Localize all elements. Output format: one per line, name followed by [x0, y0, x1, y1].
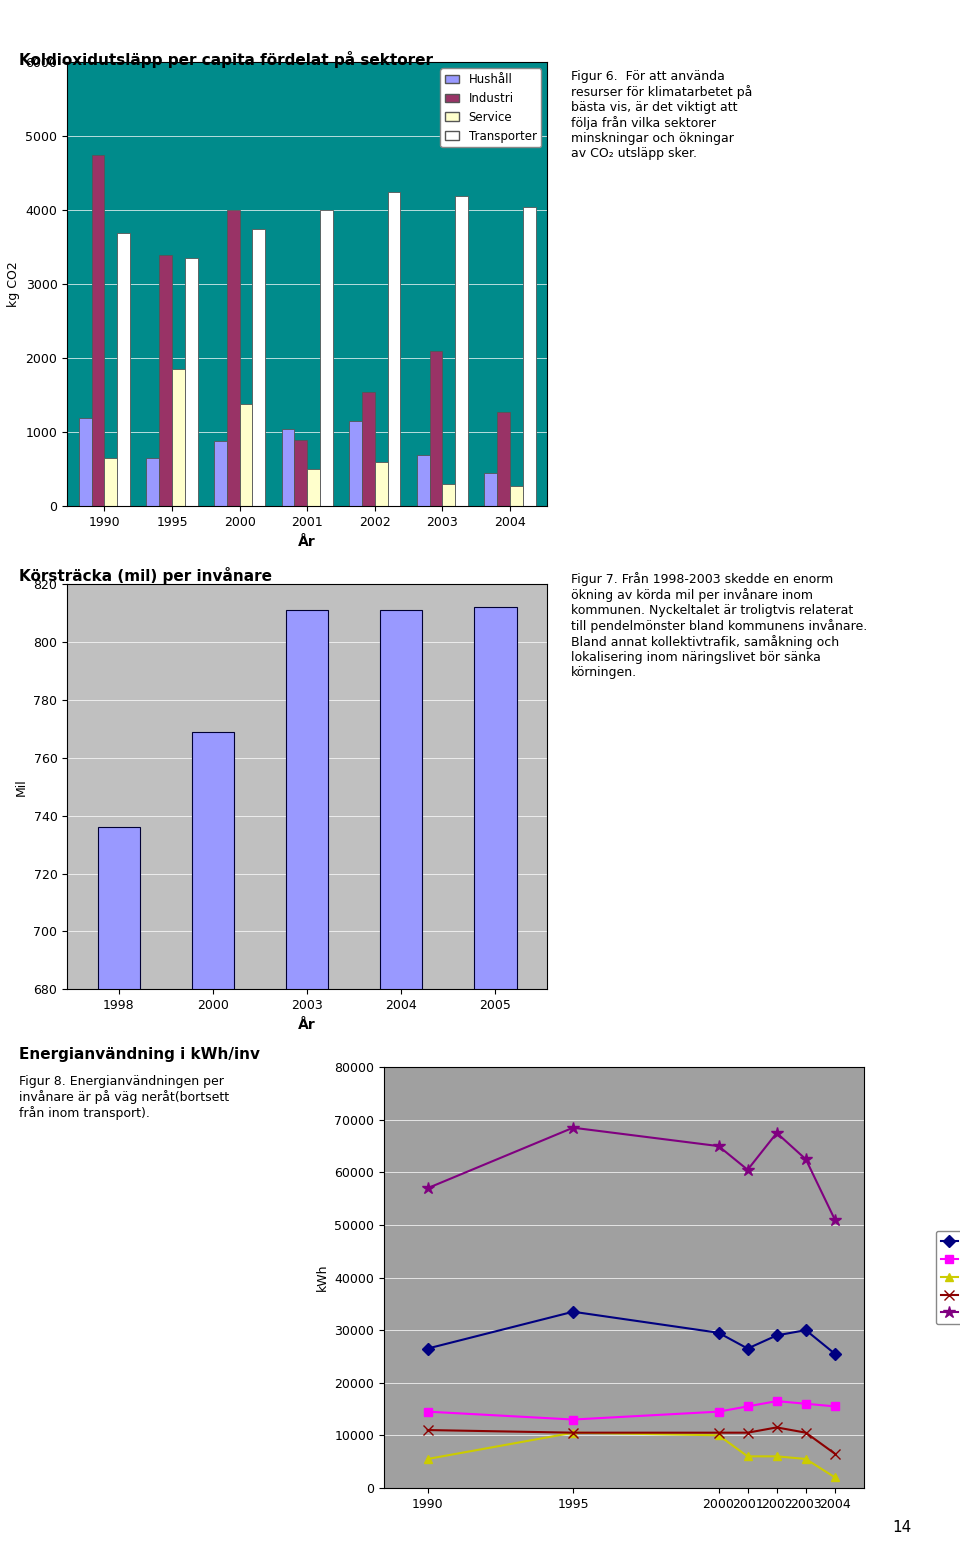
Line: Hushåll: Hushåll	[422, 1422, 840, 1458]
Industri	[421, 1340, 433, 1359]
Text: Figur 6.  För att använda
resurser för klimatarbetet på
bästa vis, är det viktig: Figur 6. För att använda resurser för kl…	[571, 70, 753, 160]
X-axis label: År: År	[299, 1017, 316, 1031]
Text: Figur 7. Från 1998-2003 skedde en enorm
ökning av körda mil per invånare inom
ko: Figur 7. Från 1998-2003 skedde en enorm …	[571, 572, 868, 679]
Bar	[474, 608, 516, 1558]
Transporter	[829, 1398, 841, 1416]
Y-axis label: kWh: kWh	[316, 1264, 328, 1292]
Transporter	[771, 1391, 782, 1410]
Bar	[146, 458, 159, 506]
Bar	[443, 485, 455, 506]
Bar	[295, 439, 307, 506]
Bar	[281, 428, 295, 506]
Bar	[374, 461, 388, 506]
Hushåll	[771, 1418, 782, 1436]
Totalt	[421, 1179, 433, 1198]
Bar	[429, 351, 443, 506]
Hushåll	[712, 1424, 724, 1443]
Service	[421, 1449, 433, 1468]
Bar	[307, 469, 320, 506]
Bar	[227, 210, 240, 506]
Text: Koldioxidutsläpp per capita fördelat på sektorer: Koldioxidutsläpp per capita fördelat på …	[19, 51, 433, 69]
Text: Figur 8. Energianvändningen per
invånare är på väg neråt(bortsett
från inom tran: Figur 8. Energianvändningen per invånare…	[19, 1075, 229, 1120]
Industri	[742, 1340, 754, 1359]
Industri	[712, 1323, 724, 1341]
Bar	[91, 154, 105, 506]
Totalt	[742, 1161, 754, 1179]
Transporter	[421, 1402, 433, 1421]
Bar	[185, 259, 198, 506]
Bar	[320, 210, 333, 506]
Totalt	[800, 1150, 811, 1168]
Service	[800, 1449, 811, 1468]
X-axis label: År: År	[299, 534, 316, 548]
Y-axis label: Mil: Mil	[15, 777, 28, 796]
Bar	[105, 458, 117, 506]
Bar	[117, 232, 130, 506]
Line: Service: Service	[423, 1429, 839, 1482]
Bar	[214, 441, 227, 506]
Transporter	[712, 1402, 724, 1421]
Bar	[388, 192, 400, 506]
Bar	[252, 229, 265, 506]
Line: Industri: Industri	[423, 1307, 839, 1359]
Transporter	[742, 1398, 754, 1416]
Legend: Hushåll, Industri, Service, Transporter: Hushåll, Industri, Service, Transporter	[441, 69, 541, 148]
Line: Totalt: Totalt	[421, 1122, 841, 1226]
Transporter	[800, 1394, 811, 1413]
Legend: Industri, Transporter, Service, Hushåll, Totalt: Industri, Transporter, Service, Hushåll,…	[936, 1231, 960, 1324]
Text: Energianvändning i kWh/inv: Energianvändning i kWh/inv	[19, 1047, 260, 1063]
Hushåll	[421, 1421, 433, 1440]
Bar	[485, 474, 497, 506]
Hushåll	[567, 1424, 579, 1443]
Totalt	[712, 1137, 724, 1156]
Bar	[192, 732, 234, 1558]
Service	[712, 1426, 724, 1444]
Bar	[240, 404, 252, 506]
Service	[742, 1447, 754, 1466]
Hushåll	[742, 1424, 754, 1443]
Bar	[362, 391, 374, 506]
Totalt	[829, 1211, 841, 1229]
Text: 14: 14	[893, 1519, 912, 1535]
Industri	[800, 1321, 811, 1340]
Bar	[523, 207, 536, 506]
Bar	[159, 254, 172, 506]
Transporter	[567, 1410, 579, 1429]
Bar	[98, 827, 140, 1558]
Text: Körsträcka (mil) per invånare: Körsträcka (mil) per invånare	[19, 567, 273, 584]
Bar	[510, 486, 523, 506]
Totalt	[771, 1123, 782, 1142]
Hushåll	[800, 1424, 811, 1443]
Industri	[771, 1326, 782, 1345]
Bar	[79, 418, 91, 506]
Bar	[349, 421, 362, 506]
Line: Transporter: Transporter	[423, 1398, 839, 1424]
Bar	[380, 611, 422, 1558]
Service	[567, 1424, 579, 1443]
Bar	[497, 411, 510, 506]
Bar	[417, 455, 429, 506]
Hushåll	[829, 1444, 841, 1463]
Industri	[567, 1302, 579, 1321]
Y-axis label: kg CO2: kg CO2	[7, 262, 20, 307]
Service	[771, 1447, 782, 1466]
Bar	[172, 369, 185, 506]
Industri	[829, 1345, 841, 1363]
Service	[829, 1468, 841, 1486]
Bar	[286, 611, 328, 1558]
Totalt	[567, 1119, 579, 1137]
Bar	[455, 196, 468, 506]
